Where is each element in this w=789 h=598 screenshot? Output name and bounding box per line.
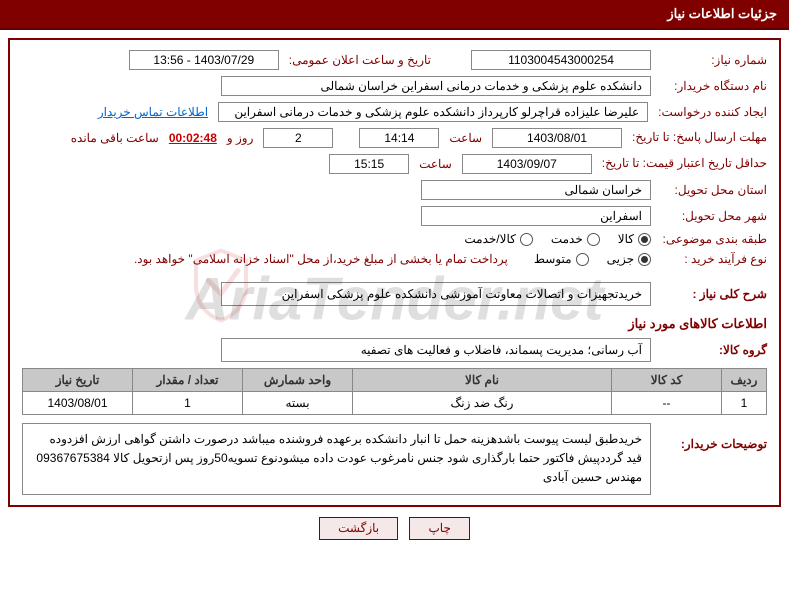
goods-table: ردیف کد کالا نام کالا واحد شمارش تعداد /… <box>22 368 767 415</box>
need-number-value: 1103004543000254 <box>471 50 651 70</box>
cell-row: 1 <box>722 392 767 415</box>
page-title-bar: جزئیات اطلاعات نیاز <box>0 0 789 30</box>
delivery-city-label: شهر محل تحویل: <box>657 209 767 223</box>
radio-medium[interactable]: متوسط <box>534 252 589 266</box>
table-row: 1--رنگ ضد زنگبسته11403/08/01 <box>23 392 767 415</box>
requester-label: ایجاد کننده درخواست: <box>654 105 767 119</box>
process-label: نوع فرآیند خرید : <box>657 252 767 266</box>
print-button[interactable]: چاپ <box>409 517 469 540</box>
radio-medium-label: متوسط <box>534 252 572 266</box>
validity-time: 15:15 <box>329 154 409 174</box>
remaining-label: ساعت باقی مانده <box>67 131 163 145</box>
cell-unit: بسته <box>243 392 353 415</box>
countdown-timer: 00:02:48 <box>169 131 217 145</box>
th-unit: واحد شمارش <box>243 369 353 392</box>
description-text: خریدتجهیزات و اتصالات معاونت آموزشی دانش… <box>221 282 651 306</box>
radio-service-label: خدمت <box>551 232 583 246</box>
deadline-time-label: ساعت <box>445 131 486 145</box>
category-radio-group: کالا خدمت کالا/خدمت <box>464 232 651 246</box>
th-code: کد کالا <box>612 369 722 392</box>
buyer-notes-label: توضیحات خریدار: <box>657 423 767 451</box>
radio-service[interactable]: خدمت <box>551 232 600 246</box>
goods-group-value: آب رسانی؛ مدیریت پسماند، فاضلاب و فعالیت… <box>221 338 651 362</box>
deadline-label: مهلت ارسال پاسخ: تا تاریخ: <box>628 130 767 146</box>
radio-partial[interactable]: جزیی <box>607 252 651 266</box>
deadline-time: 14:14 <box>359 128 439 148</box>
deadline-date: 1403/08/01 <box>492 128 622 148</box>
radio-goods-label: کالا <box>618 232 634 246</box>
radio-partial-label: جزیی <box>607 252 634 266</box>
process-radio-group: جزیی متوسط <box>534 252 651 266</box>
buyer-org-value: دانشکده علوم پزشکی و خدمات درمانی اسفرای… <box>221 76 651 96</box>
buyer-notes-text: خریدطبق لیست پیوست باشدهزینه حمل تا انبا… <box>22 423 651 495</box>
days-and-label: روز و <box>223 131 258 145</box>
requester-value: علیرضا علیزاده قراچرلو کارپرداز دانشکده … <box>218 102 648 122</box>
delivery-province-label: استان محل تحویل: <box>657 183 767 197</box>
radio-goods[interactable]: کالا <box>618 232 651 246</box>
contact-link[interactable]: اطلاعات تماس خریدار <box>98 105 208 119</box>
main-content-frame: شماره نیاز: 1103004543000254 تاریخ و ساع… <box>8 38 781 507</box>
cell-date: 1403/08/01 <box>23 392 133 415</box>
back-button[interactable]: بازگشت <box>319 517 398 540</box>
th-qty: تعداد / مقدار <box>133 369 243 392</box>
payment-note: پرداخت تمام یا بخشی از مبلغ خرید،از محل … <box>134 252 508 266</box>
cell-qty: 1 <box>133 392 243 415</box>
validity-time-label: ساعت <box>415 157 456 171</box>
radio-both-label: کالا/خدمت <box>464 232 515 246</box>
th-date: تاریخ نیاز <box>23 369 133 392</box>
announce-label: تاریخ و ساعت اعلان عمومی: <box>285 53 435 67</box>
radio-both[interactable]: کالا/خدمت <box>464 232 532 246</box>
days-remaining: 2 <box>263 128 333 148</box>
category-label: طبقه بندی موضوعی: <box>657 232 767 246</box>
description-title: شرح کلی نیاز : <box>657 287 767 301</box>
cell-code: -- <box>612 392 722 415</box>
cell-name: رنگ ضد زنگ <box>353 392 612 415</box>
th-row: ردیف <box>722 369 767 392</box>
validity-date: 1403/09/07 <box>462 154 592 174</box>
th-name: نام کالا <box>353 369 612 392</box>
delivery-province: خراسان شمالی <box>421 180 651 200</box>
goods-info-title: اطلاعات کالاهای مورد نیاز <box>22 316 767 332</box>
page-title: جزئیات اطلاعات نیاز <box>667 6 777 21</box>
goods-group-label: گروه کالا: <box>657 343 767 357</box>
announce-value: 1403/07/29 - 13:56 <box>129 50 279 70</box>
need-number-label: شماره نیاز: <box>657 53 767 67</box>
buyer-org-label: نام دستگاه خریدار: <box>657 79 767 93</box>
validity-label: حداقل تاریخ اعتبار قیمت: تا تاریخ: <box>598 156 767 172</box>
delivery-city: اسفراین <box>421 206 651 226</box>
button-row: چاپ بازگشت <box>0 517 789 540</box>
